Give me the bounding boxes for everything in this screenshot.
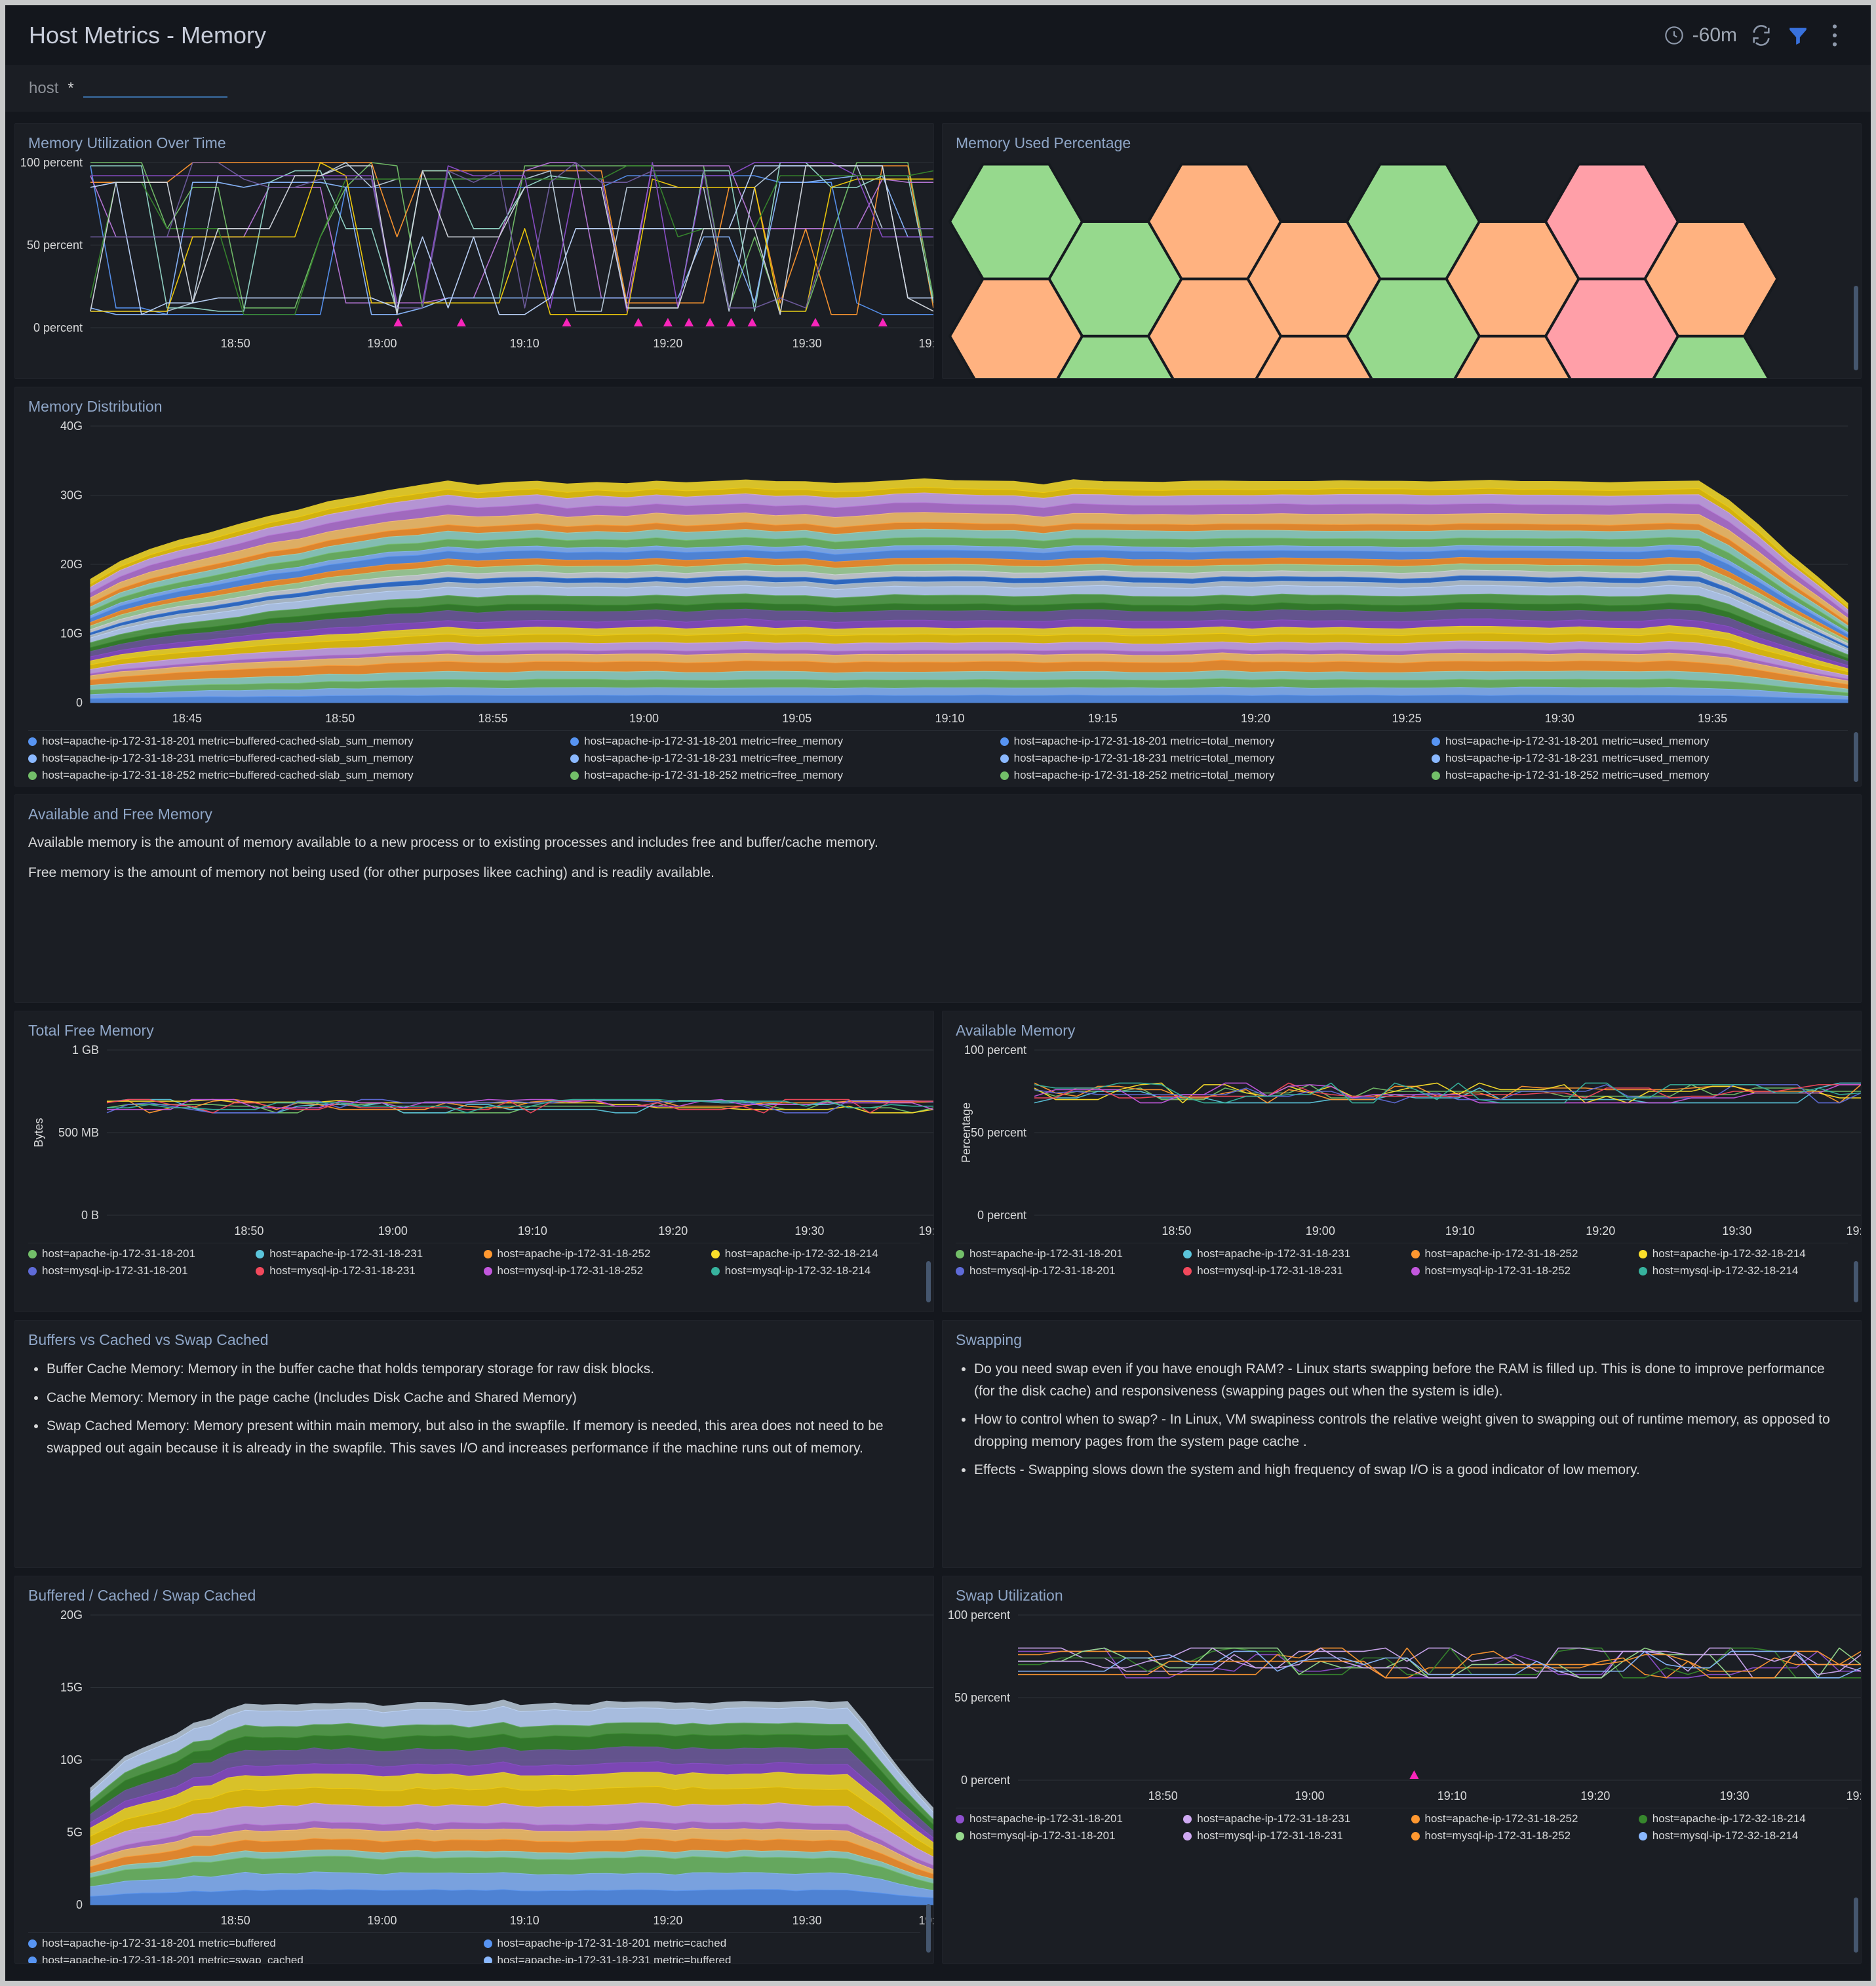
svg-text:19:20: 19:20 — [653, 1914, 682, 1927]
svg-text:19:00: 19:00 — [367, 337, 397, 350]
svg-text:19:40: 19:40 — [918, 337, 934, 350]
svg-text:19:30: 19:30 — [1722, 1224, 1751, 1237]
svg-text:10G: 10G — [60, 627, 83, 640]
svg-text:30G: 30G — [60, 489, 83, 502]
svg-text:19:10: 19:10 — [1437, 1789, 1467, 1802]
svg-text:100 percent: 100 percent — [20, 156, 83, 169]
svg-text:18:50: 18:50 — [221, 337, 250, 350]
svg-text:18:50: 18:50 — [234, 1224, 264, 1237]
svg-text:19:05: 19:05 — [782, 712, 811, 725]
svg-text:15G: 15G — [60, 1681, 83, 1694]
svg-text:19:10: 19:10 — [935, 712, 964, 725]
svg-text:19:30: 19:30 — [792, 1914, 822, 1927]
svg-text:19:00: 19:00 — [629, 712, 659, 725]
svg-text:19:10: 19:10 — [510, 337, 539, 350]
svg-text:19:20: 19:20 — [653, 337, 682, 350]
svg-text:100 percent: 100 percent — [964, 1043, 1026, 1057]
svg-text:1 GB: 1 GB — [72, 1043, 99, 1057]
svg-text:5G: 5G — [67, 1826, 83, 1839]
svg-text:19:20: 19:20 — [1580, 1789, 1610, 1802]
svg-text:19:30: 19:30 — [794, 1224, 824, 1237]
svg-text:19:00: 19:00 — [1306, 1224, 1335, 1237]
svg-text:18:50: 18:50 — [1162, 1224, 1191, 1237]
svg-text:19:00: 19:00 — [367, 1914, 397, 1927]
svg-text:19:20: 19:20 — [1586, 1224, 1615, 1237]
svg-text:0 B: 0 B — [81, 1209, 99, 1222]
svg-text:19:20: 19:20 — [1241, 712, 1270, 725]
svg-text:20G: 20G — [60, 558, 83, 571]
svg-text:0: 0 — [76, 696, 83, 709]
svg-text:18:55: 18:55 — [478, 712, 507, 725]
svg-text:19:35: 19:35 — [1698, 712, 1727, 725]
svg-text:19:20: 19:20 — [658, 1224, 688, 1237]
svg-text:100 percent: 100 percent — [948, 1608, 1010, 1622]
svg-text:19:30: 19:30 — [792, 337, 822, 350]
svg-text:19:30: 19:30 — [1720, 1789, 1749, 1802]
svg-text:19:10: 19:10 — [510, 1914, 539, 1927]
svg-text:19:00: 19:00 — [1295, 1789, 1324, 1802]
svg-text:500 MB: 500 MB — [58, 1126, 99, 1139]
svg-text:50 percent: 50 percent — [954, 1691, 1010, 1704]
svg-text:10G: 10G — [60, 1753, 83, 1766]
svg-text:18:45: 18:45 — [172, 712, 202, 725]
svg-text:19:30: 19:30 — [1545, 712, 1574, 725]
svg-text:18:50: 18:50 — [325, 712, 355, 725]
svg-text:Bytes: Bytes — [32, 1118, 45, 1147]
svg-text:19:25: 19:25 — [1392, 712, 1422, 725]
svg-text:19:00: 19:00 — [378, 1224, 408, 1237]
svg-text:0 percent: 0 percent — [977, 1209, 1026, 1222]
svg-text:19:10: 19:10 — [1445, 1224, 1475, 1237]
svg-text:50 percent: 50 percent — [971, 1126, 1026, 1139]
svg-text:0: 0 — [76, 1898, 83, 1911]
svg-text:Percentage: Percentage — [960, 1102, 973, 1163]
svg-text:50 percent: 50 percent — [27, 239, 83, 252]
svg-text:19:15: 19:15 — [1088, 712, 1118, 725]
svg-text:18:50: 18:50 — [221, 1914, 250, 1927]
svg-text:40G: 40G — [60, 419, 83, 433]
svg-text:19:10: 19:10 — [518, 1224, 547, 1237]
svg-text:0 percent: 0 percent — [961, 1774, 1010, 1787]
svg-text:20G: 20G — [60, 1608, 83, 1622]
svg-text:0 percent: 0 percent — [33, 321, 83, 334]
svg-text:18:50: 18:50 — [1148, 1789, 1178, 1802]
